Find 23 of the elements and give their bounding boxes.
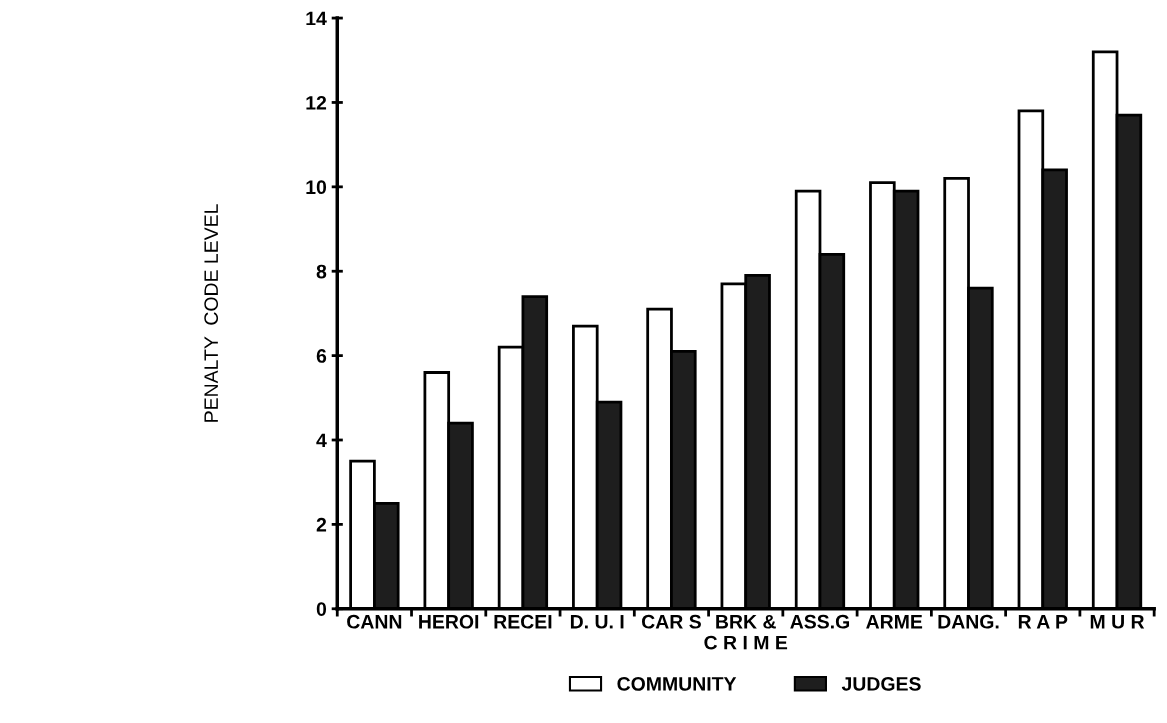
x-tick-label: CAR S xyxy=(642,614,701,629)
y-tick-label: 2 xyxy=(316,517,327,532)
x-tick-label: ASS.G xyxy=(790,614,850,629)
y-tick-label: 8 xyxy=(316,264,327,279)
legend-label: JUDGES xyxy=(841,676,921,691)
x-tick-label: RECEI xyxy=(494,614,552,629)
y-tick-label: 0 xyxy=(316,602,327,616)
x-tick-label: HEROI xyxy=(419,614,479,629)
y-tick-label: 6 xyxy=(316,349,327,363)
y-axis-title: PENALTY CODE LEVEL xyxy=(204,204,219,422)
x-tick-label: ARME xyxy=(866,615,923,629)
y-tick-label: 4 xyxy=(316,433,327,448)
x-tick-label: DANG. xyxy=(938,614,999,629)
x-tick-label: R A P xyxy=(1018,615,1068,629)
x-tick-label: M U R xyxy=(1090,615,1145,629)
legend-label: COMMUNITY xyxy=(617,676,737,691)
x-tick-label: CANN xyxy=(347,614,402,629)
y-tick-label: 10 xyxy=(306,180,327,195)
x-tick-label: BRK & xyxy=(716,614,776,629)
x-tick-label: D. U. I xyxy=(570,615,624,629)
y-tick-label: 12 xyxy=(306,95,327,110)
y-tick-label: 14 xyxy=(306,11,327,26)
x-axis-title: C R I M E xyxy=(704,635,788,650)
